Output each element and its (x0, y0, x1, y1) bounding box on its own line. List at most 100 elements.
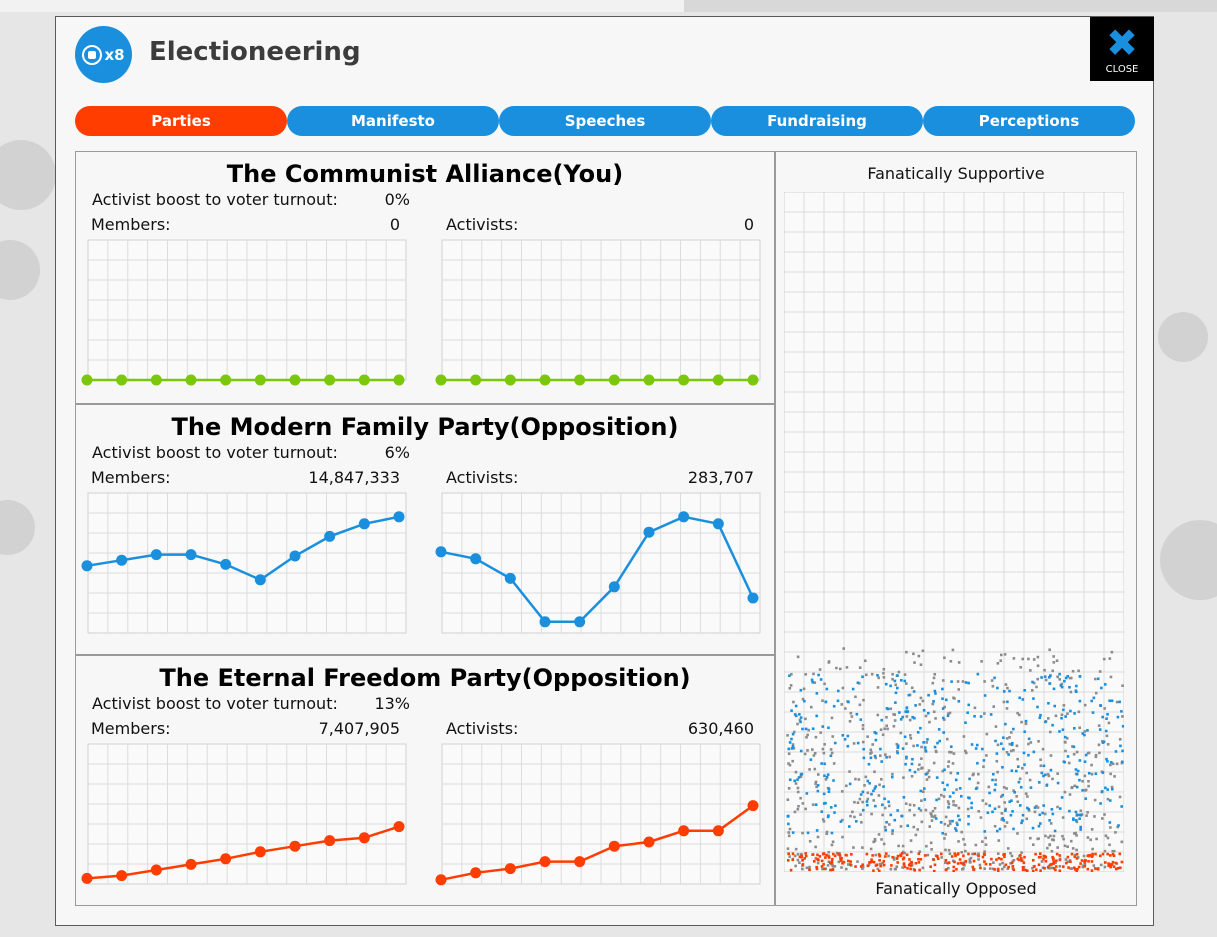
tab-manifesto[interactable]: Manifesto (287, 106, 499, 136)
neutral-voter-dot (920, 767, 923, 770)
opposition-voter-dot (1047, 701, 1050, 705)
neutral-voter-dot (827, 860, 831, 863)
neutral-voter-dot (1044, 678, 1048, 682)
neutral-voter-dot (819, 731, 822, 734)
neutral-voter-dot (941, 679, 945, 682)
neutral-voter-dot (914, 833, 918, 837)
neutral-voter-dot (930, 819, 934, 822)
members-value: 14,847,333 (308, 468, 400, 487)
neutral-voter-dot (791, 743, 795, 746)
neutral-voter-dot (913, 661, 916, 664)
data-point (539, 374, 551, 386)
neutral-voter-dot (889, 707, 893, 711)
opposition-voter-dot (1007, 753, 1010, 756)
neutral-voter-dot (1062, 704, 1066, 707)
neutral-voter-dot (858, 666, 862, 669)
neutral-voter-dot (913, 813, 916, 817)
opposition-voter-dot (1105, 757, 1108, 761)
neutral-voter-dot (831, 840, 835, 844)
tab-perceptions[interactable]: Perceptions (923, 106, 1135, 136)
opposition-voter-dot (1120, 760, 1124, 764)
close-button[interactable]: ✖ CLOSE (1090, 17, 1154, 81)
neutral-voter-dot (1118, 795, 1122, 799)
party-voter-dot (787, 852, 791, 856)
neutral-voter-dot (1103, 813, 1106, 816)
opposition-voter-dot (956, 814, 960, 818)
neutral-voter-dot (1051, 866, 1054, 870)
party-voter-dot (956, 862, 960, 865)
tab-speeches[interactable]: Speeches (499, 106, 711, 136)
neutral-voter-dot (866, 791, 870, 795)
neutral-voter-dot (946, 800, 950, 803)
party-voter-dot (1010, 861, 1014, 865)
opposition-voter-dot (1023, 730, 1027, 734)
neutral-voter-dot (877, 833, 881, 836)
neutral-voter-dot (840, 818, 844, 822)
neutral-voter-dot (1016, 711, 1019, 715)
opposition-voter-dot (905, 706, 909, 709)
neutral-voter-dot (952, 800, 955, 803)
neutral-voter-dot (904, 682, 908, 685)
neutral-voter-dot (852, 846, 855, 849)
neutral-voter-dot (1064, 858, 1068, 861)
neutral-voter-dot (806, 733, 809, 737)
data-point (393, 374, 405, 386)
opposition-voter-dot (1010, 799, 1013, 802)
neutral-voter-dot (818, 668, 822, 671)
party-voter-dot (1109, 863, 1113, 866)
neutral-voter-dot (796, 858, 800, 862)
opposition-voter-dot (927, 711, 930, 715)
opposition-voter-dot (1078, 778, 1081, 782)
opposition-voter-dot (885, 756, 888, 759)
neutral-voter-dot (933, 814, 937, 818)
opposition-voter-dot (1099, 802, 1102, 805)
opposition-voter-dot (1048, 675, 1051, 679)
electioneering-window: x8 Electioneering ✖ CLOSE Parties Manife… (55, 16, 1154, 926)
party-voter-dot (1055, 852, 1059, 856)
opposition-voter-dot (957, 700, 961, 703)
party-voter-dot (1016, 857, 1020, 861)
opposition-voter-dot (970, 806, 973, 810)
neutral-voter-dot (1093, 798, 1097, 802)
neutral-voter-dot (908, 734, 912, 737)
opposition-voter-dot (894, 701, 897, 704)
party-voter-dot (827, 855, 831, 859)
party-voter-dot (1031, 869, 1035, 872)
opposition-voter-dot (811, 727, 815, 731)
neutral-voter-dot (813, 767, 817, 771)
tab-parties[interactable]: Parties (75, 106, 287, 136)
opposition-voter-dot (913, 770, 917, 774)
party-voter-dot (1101, 852, 1105, 856)
opposition-voter-dot (1049, 768, 1053, 772)
data-point (289, 840, 301, 852)
neutral-voter-dot (787, 834, 791, 838)
neutral-voter-dot (1056, 805, 1059, 809)
opposition-voter-dot (804, 727, 808, 731)
neutral-voter-dot (1090, 828, 1094, 831)
opposition-voter-dot (1051, 723, 1054, 727)
party-voter-dot (990, 857, 993, 861)
opposition-voter-dot (1023, 763, 1026, 766)
party-voter-dot (1003, 855, 1006, 859)
neutral-voter-dot (882, 667, 886, 671)
opposition-voter-dot (1002, 736, 1005, 739)
series-line (86, 515, 400, 582)
opposition-voter-dot (856, 741, 860, 745)
opposition-voter-dot (879, 747, 882, 751)
neutral-voter-dot (823, 682, 826, 686)
data-point (185, 858, 197, 870)
neutral-voter-dot (1068, 793, 1072, 796)
party-voter-dot (861, 863, 865, 867)
opposition-voter-dot (904, 762, 907, 766)
series-line (440, 515, 755, 624)
opposition-voter-dot (1108, 799, 1112, 802)
neutral-voter-dot (885, 715, 888, 719)
neutral-voter-dot (1069, 676, 1073, 680)
opposition-voter-dot (866, 779, 870, 783)
neutral-voter-dot (788, 763, 792, 767)
data-point (81, 872, 93, 884)
neutral-voter-dot (796, 655, 800, 659)
tab-fundraising[interactable]: Fundraising (711, 106, 923, 136)
neutral-voter-dot (984, 843, 988, 846)
opposition-voter-dot (1075, 684, 1078, 688)
